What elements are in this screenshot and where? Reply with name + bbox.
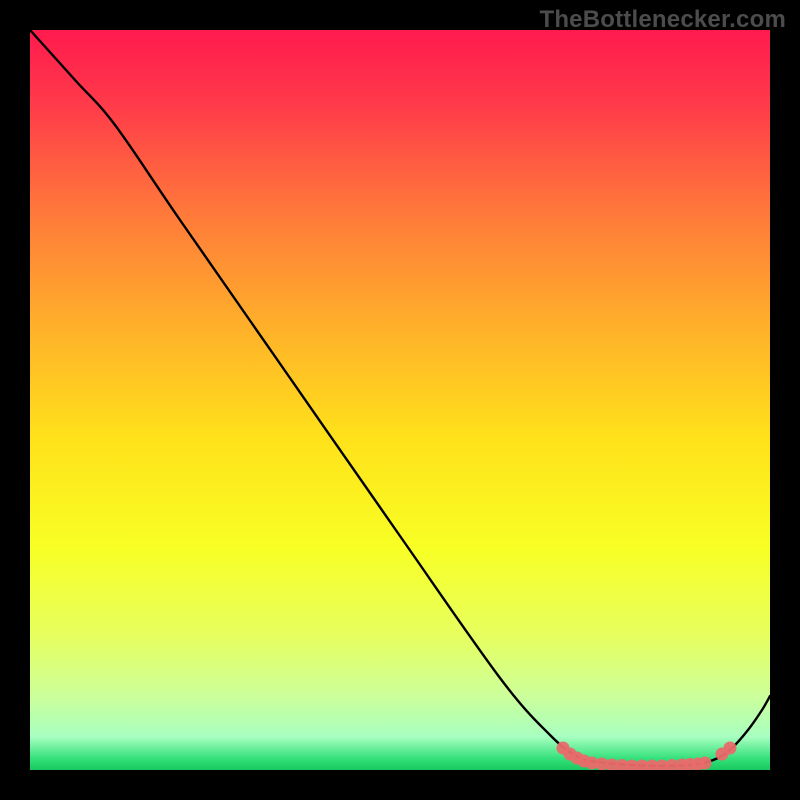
marker-dot bbox=[699, 757, 712, 770]
chart-frame: TheBottlenecker.com bbox=[0, 0, 800, 800]
plot-svg bbox=[30, 30, 770, 770]
gradient-rect bbox=[30, 30, 770, 770]
plot-area bbox=[30, 30, 770, 770]
marker-dot bbox=[724, 742, 737, 755]
